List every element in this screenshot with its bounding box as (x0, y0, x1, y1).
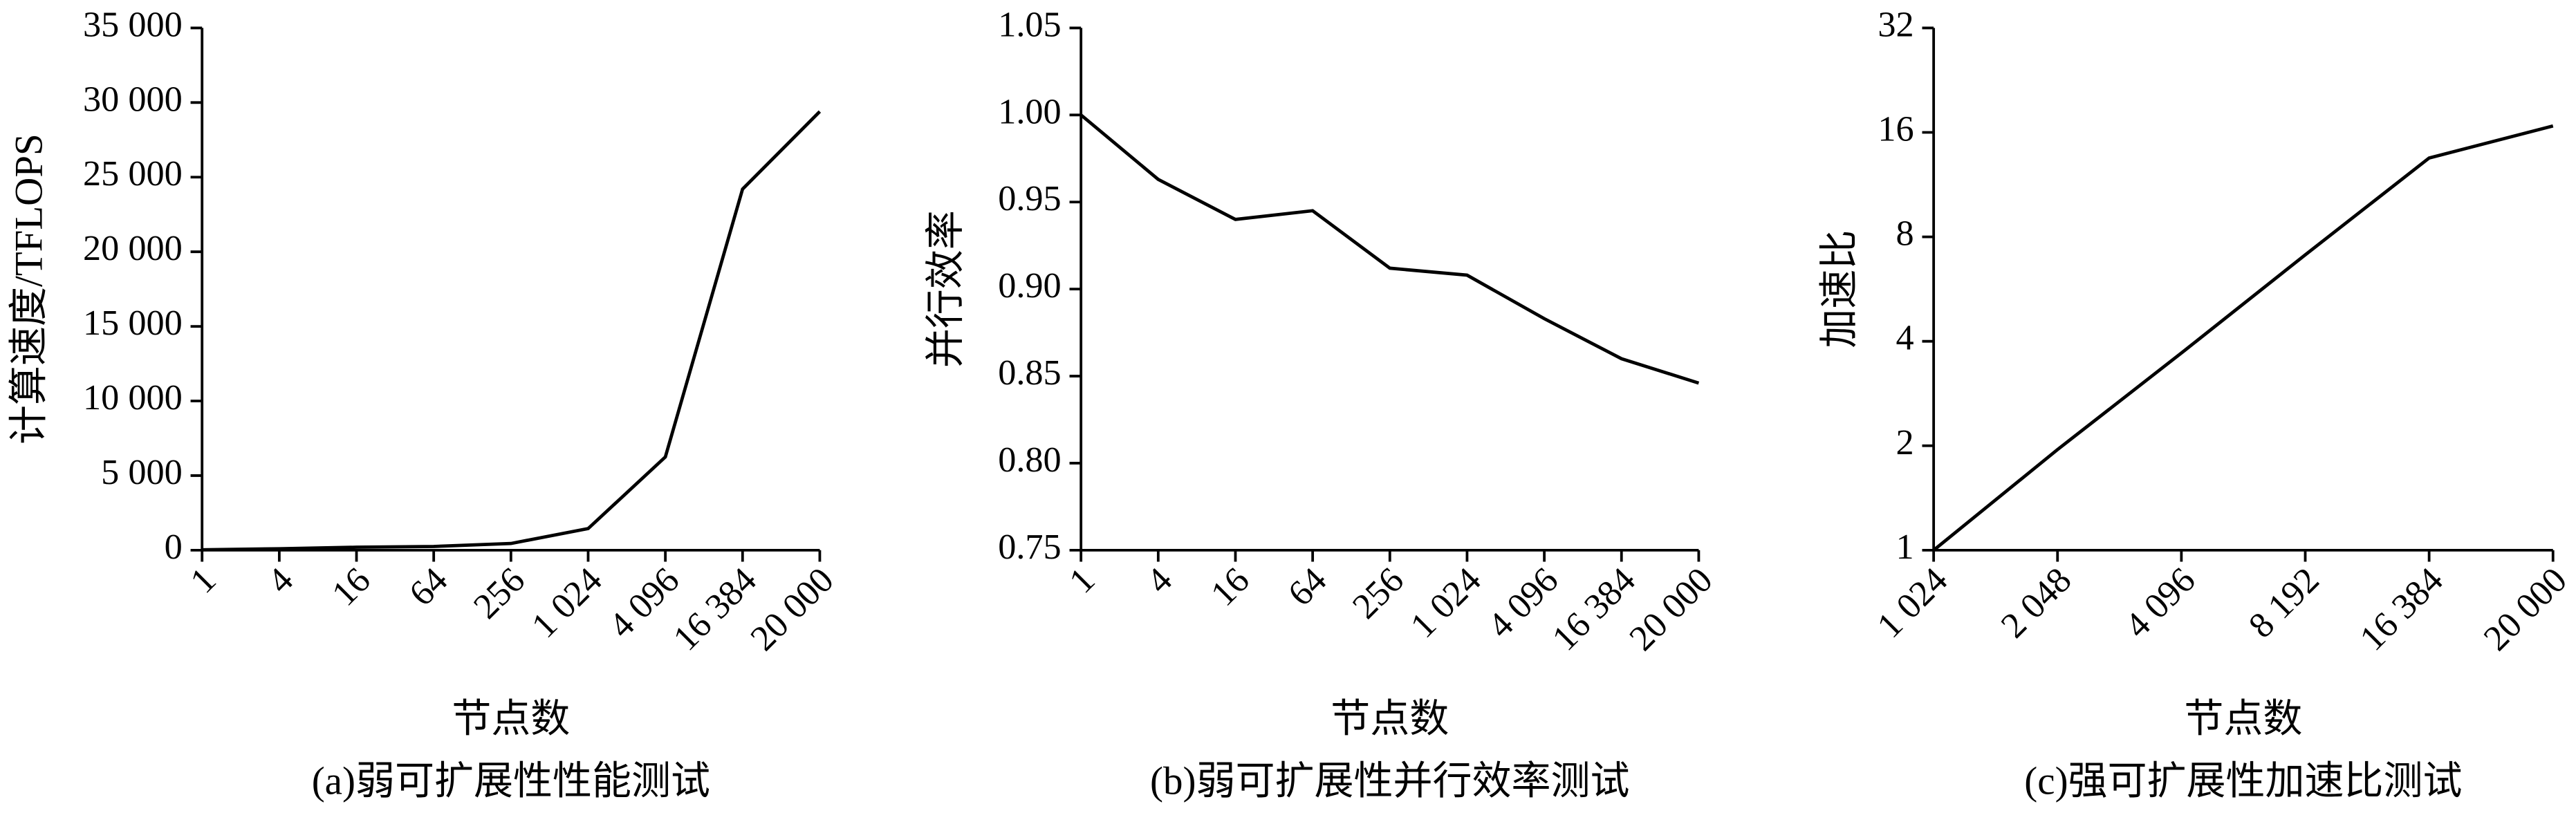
x-tick-label: 4 (1139, 560, 1180, 601)
y-tick-label: 2 (1896, 422, 1914, 462)
y-tick-label: 1.00 (998, 91, 1061, 131)
x-tick-label: 16 384 (1544, 560, 1643, 659)
caption: (c)强可扩展性加速比测试 (2024, 760, 2462, 803)
x-tick-label: 1 024 (1403, 560, 1489, 646)
y-tick-label: 16 (1878, 109, 1914, 149)
y-tick-label: 35 000 (83, 4, 183, 44)
caption: (b)弱可扩展性并行效率测试 (1150, 760, 1629, 803)
x-tick-label: 16 (324, 560, 378, 614)
data-line (1932, 124, 2554, 552)
y-axis-label: 加速比 (1818, 230, 1862, 348)
x-tick-label: 1 (1062, 560, 1102, 601)
x-axis-label: 节点数 (2184, 697, 2302, 740)
y-tick-label: 0.95 (998, 178, 1061, 218)
y-tick-label: 20 000 (83, 228, 183, 268)
y-tick-label: 25 000 (83, 153, 183, 194)
data-line (1079, 113, 1700, 385)
x-tick-label: 1 024 (1869, 560, 1955, 646)
x-tick-label: 4 (260, 560, 301, 601)
y-tick-label: 15 000 (83, 303, 183, 343)
x-tick-label: 20 000 (1622, 560, 1721, 659)
y-tick-label: 1.05 (998, 4, 1061, 44)
data-line (202, 110, 822, 552)
x-axis-label: 节点数 (452, 697, 570, 740)
x-tick-label: 20 000 (2476, 560, 2575, 659)
y-tick-label: 30 000 (83, 79, 183, 119)
y-tick-label: 1 (1896, 527, 1914, 567)
y-tick-label: 10 000 (83, 377, 183, 418)
y-tick-label: 0.80 (998, 440, 1061, 480)
x-tick-label: 16 384 (665, 560, 764, 659)
y-axis-label: 计算速度/TFLOPS (8, 133, 51, 445)
x-tick-label: 256 (1345, 560, 1411, 626)
x-tick-label: 256 (466, 560, 532, 626)
caption: (a)弱可扩展性性能测试 (312, 760, 710, 803)
y-tick-label: 8 (1896, 214, 1914, 254)
y-tick-label: 0.90 (998, 265, 1061, 306)
y-tick-label: 0.85 (998, 353, 1061, 393)
x-tick-label: 64 (401, 560, 455, 614)
y-tick-label: 0.75 (998, 527, 1061, 567)
y-tick-label: 4 (1896, 318, 1914, 358)
y-axis-label: 并行效率 (924, 210, 967, 368)
x-tick-label: 8 192 (2241, 560, 2327, 646)
x-tick-label: 20 000 (743, 560, 842, 659)
x-tick-label: 16 (1203, 560, 1257, 614)
x-tick-label: 2 048 (1993, 560, 2079, 646)
x-tick-label: 1 (183, 560, 223, 601)
y-tick-label: 32 (1878, 4, 1914, 44)
y-tick-label: 5 000 (101, 452, 183, 492)
x-tick-label: 1 024 (524, 560, 610, 646)
x-tick-label: 64 (1280, 560, 1334, 614)
y-tick-label: 0 (165, 527, 183, 567)
x-tick-label: 16 384 (2352, 560, 2451, 659)
x-axis-label: 节点数 (1331, 697, 1449, 740)
x-tick-label: 4 096 (2117, 560, 2203, 646)
